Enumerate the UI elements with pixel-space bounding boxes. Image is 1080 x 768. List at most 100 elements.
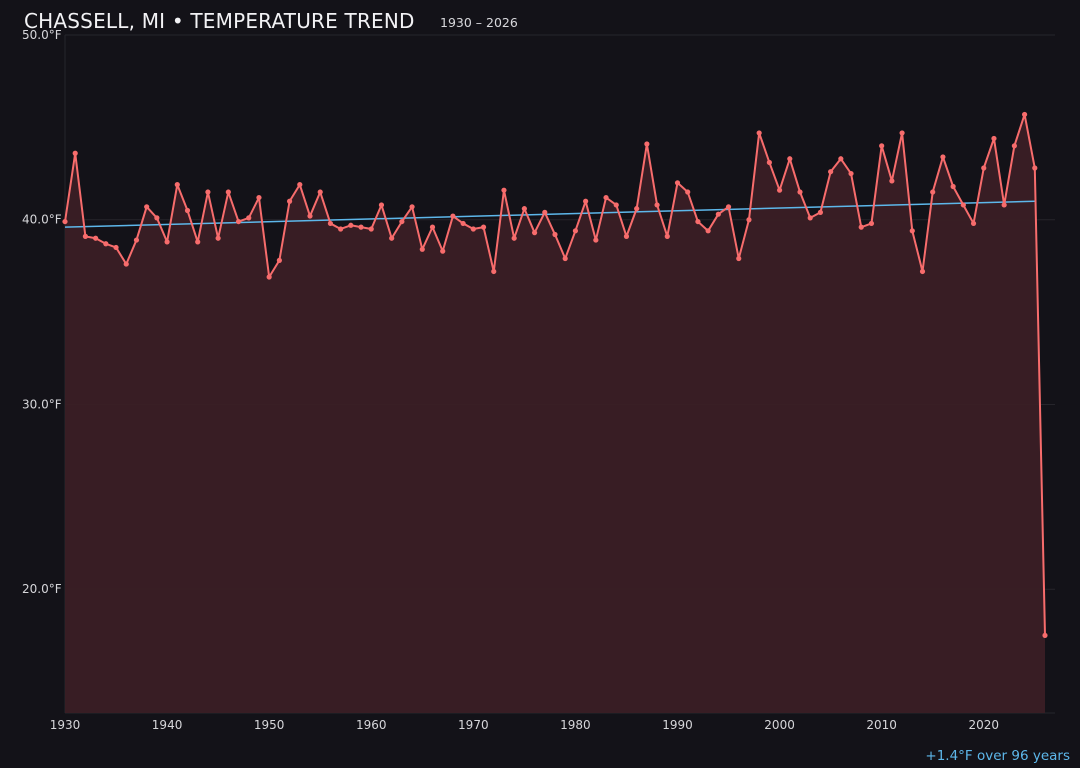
x-tick-label: 1940 xyxy=(152,718,183,732)
data-point xyxy=(72,150,78,156)
data-point xyxy=(593,237,599,243)
data-point xyxy=(930,189,936,195)
data-point xyxy=(879,143,885,149)
x-tick-label: 1970 xyxy=(458,718,489,732)
data-point xyxy=(736,255,742,262)
data-point xyxy=(705,228,711,234)
data-point xyxy=(62,218,68,225)
data-point xyxy=(297,182,303,188)
data-point xyxy=(542,209,548,215)
data-point xyxy=(174,182,180,188)
data-point xyxy=(868,220,875,227)
y-tick-label: 30.0°F xyxy=(22,397,62,411)
data-point xyxy=(838,156,844,162)
data-point xyxy=(429,224,436,230)
data-point xyxy=(674,180,681,186)
data-point xyxy=(225,189,231,195)
x-tick-label: 1960 xyxy=(356,718,387,732)
temperature-area xyxy=(65,114,1045,713)
y-tick-label: 20.0°F xyxy=(22,582,62,596)
data-point xyxy=(276,257,282,263)
data-point xyxy=(123,261,129,267)
data-point xyxy=(450,213,456,219)
data-point xyxy=(746,217,752,223)
y-tick-label: 40.0°F xyxy=(22,213,62,227)
data-point xyxy=(613,202,619,208)
data-point xyxy=(215,235,221,241)
data-point xyxy=(511,235,517,241)
data-point xyxy=(133,237,140,243)
data-point xyxy=(480,224,487,230)
data-point xyxy=(93,235,99,241)
data-point xyxy=(695,218,701,225)
data-point xyxy=(664,233,670,239)
x-tick-label: 2000 xyxy=(764,718,795,732)
data-point xyxy=(848,170,854,177)
data-point xyxy=(685,189,691,195)
data-point xyxy=(327,220,334,227)
data-point xyxy=(235,218,242,225)
data-point xyxy=(583,198,589,204)
data-point xyxy=(348,222,354,228)
x-tick-label: 2010 xyxy=(866,718,897,732)
data-point xyxy=(991,135,997,142)
data-point xyxy=(195,239,201,245)
data-point xyxy=(317,189,323,195)
data-point xyxy=(828,169,834,175)
data-point xyxy=(981,165,987,171)
data-point xyxy=(470,226,476,232)
data-point xyxy=(1042,632,1048,639)
data-point xyxy=(419,246,425,252)
data-point xyxy=(460,220,466,227)
chart-subtitle: 1930 – 2026 xyxy=(440,15,518,30)
data-point xyxy=(154,215,160,221)
data-point xyxy=(634,206,640,212)
data-point xyxy=(521,206,527,212)
x-tick-label: 1950 xyxy=(254,718,285,732)
data-point xyxy=(531,230,538,236)
x-tick-label: 1990 xyxy=(662,718,693,732)
data-point xyxy=(644,141,650,147)
data-point xyxy=(440,248,446,254)
data-point xyxy=(562,255,568,262)
data-point xyxy=(389,235,395,241)
data-point xyxy=(164,239,170,245)
data-point xyxy=(491,268,497,275)
x-tick-label: 2020 xyxy=(968,718,999,732)
data-point xyxy=(623,233,630,239)
data-point xyxy=(919,268,926,275)
trend-annotation: +1.4°F over 96 years xyxy=(925,748,1070,764)
data-point xyxy=(552,231,558,238)
data-point xyxy=(1021,111,1028,118)
data-point xyxy=(725,204,732,210)
data-point xyxy=(1011,143,1017,149)
data-point xyxy=(817,209,824,215)
data-point xyxy=(205,189,211,195)
data-point xyxy=(715,211,721,217)
data-point xyxy=(1032,165,1038,171)
data-point xyxy=(950,183,956,190)
data-point xyxy=(807,215,813,221)
data-point xyxy=(338,226,344,232)
data-point xyxy=(970,220,977,227)
data-point xyxy=(82,233,89,239)
data-point xyxy=(358,224,364,230)
x-tick-label: 1980 xyxy=(560,718,591,732)
data-point xyxy=(378,202,385,208)
data-point xyxy=(286,198,293,204)
data-point xyxy=(399,218,405,225)
data-point xyxy=(1001,202,1007,208)
data-point xyxy=(776,187,783,193)
data-point xyxy=(603,194,609,201)
data-point xyxy=(858,224,864,230)
data-point xyxy=(501,187,507,193)
data-point xyxy=(368,226,374,232)
data-point xyxy=(889,178,895,184)
data-point xyxy=(654,202,660,208)
data-point xyxy=(787,156,793,162)
data-point xyxy=(307,213,313,219)
data-point xyxy=(940,154,946,160)
data-point xyxy=(184,207,191,214)
data-point xyxy=(797,189,803,195)
